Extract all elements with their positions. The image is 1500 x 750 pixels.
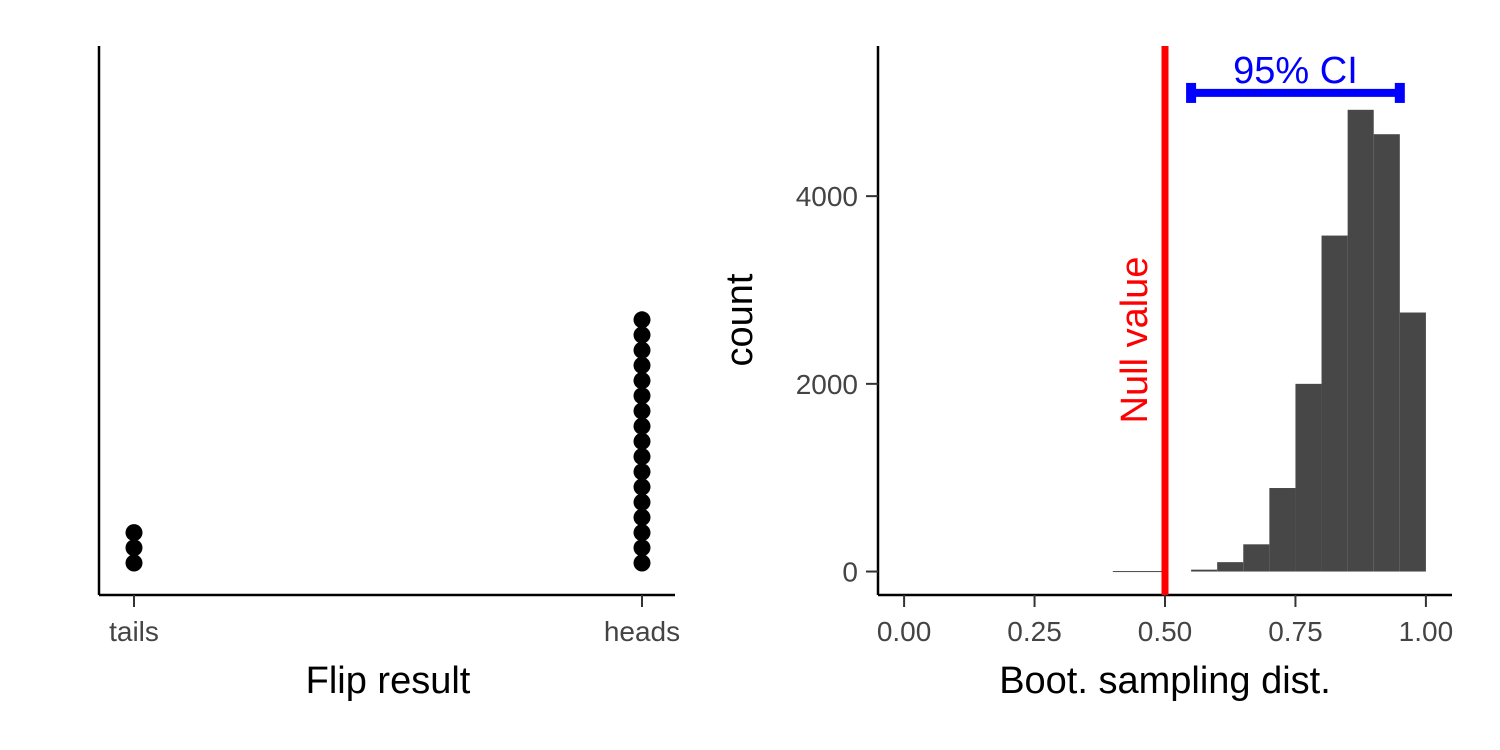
dotplot-x-axis-title: Flip result xyxy=(306,660,471,702)
dot-tails-1 xyxy=(125,554,143,572)
dot-tails-2 xyxy=(125,539,143,557)
histogram-bar-8 xyxy=(1295,383,1322,572)
histogram-bar-7 xyxy=(1269,488,1296,572)
dot-heads-10 xyxy=(633,417,651,435)
histogram-y-ticks: 0 2000 4000 xyxy=(796,181,878,588)
dotplot-points xyxy=(125,311,651,572)
histogram-x-tick-label-1: 0.25 xyxy=(1007,616,1062,647)
dot-heads-6 xyxy=(633,478,651,496)
histogram-x-tick-label-3: 0.75 xyxy=(1268,616,1323,647)
null-value-label: Null value xyxy=(1114,257,1156,424)
histogram-bar-11 xyxy=(1373,134,1400,572)
histogram-bar-1 xyxy=(1112,571,1139,573)
dot-heads-7 xyxy=(633,463,651,481)
dot-heads-5 xyxy=(633,493,651,511)
histogram-bar-6 xyxy=(1243,544,1270,572)
dotplot-x-tick-label-tails: tails xyxy=(109,616,159,647)
dotplot-panel: tails heads Flip result xyxy=(97,46,680,702)
dot-heads-3 xyxy=(633,524,651,542)
histogram-bar-10 xyxy=(1347,109,1374,572)
dot-heads-13 xyxy=(633,372,651,390)
ci-cap-right xyxy=(1394,82,1405,103)
histogram-bar-5 xyxy=(1217,562,1244,572)
confidence-interval: 95% CI xyxy=(1186,50,1405,103)
histogram-bar-12 xyxy=(1399,312,1426,572)
histogram-bar-9 xyxy=(1321,235,1348,572)
dotplot-x-ticks: tails heads xyxy=(109,595,680,647)
histogram-x-tick-label-2: 0.50 xyxy=(1138,616,1193,647)
dotplot-x-tick-label-heads: heads xyxy=(604,616,680,647)
dot-heads-1 xyxy=(633,554,651,572)
dot-heads-15 xyxy=(633,341,651,359)
dot-heads-4 xyxy=(633,508,651,526)
dot-heads-14 xyxy=(633,356,651,374)
histogram-y-tick-label-2: 4000 xyxy=(796,181,858,212)
dot-heads-2 xyxy=(633,539,651,557)
histogram-x-ticks: 0.00 0.25 0.50 0.75 1.00 xyxy=(877,595,1453,647)
histogram-y-axis-title: count xyxy=(719,273,761,366)
histogram-y-tick-label-1: 2000 xyxy=(796,369,858,400)
histogram-bar-2 xyxy=(1138,571,1165,573)
ci-label: 95% CI xyxy=(1233,50,1358,92)
dot-heads-11 xyxy=(633,402,651,420)
dot-heads-17 xyxy=(633,311,651,329)
histogram-x-tick-label-4: 1.00 xyxy=(1399,616,1454,647)
histogram-x-axis-title: Boot. sampling dist. xyxy=(999,660,1331,702)
dot-heads-16 xyxy=(633,326,651,344)
dot-heads-8 xyxy=(633,448,651,466)
histogram-panel: 0.00 0.25 0.50 0.75 1.00 0 2000 4000 Null valu… xyxy=(719,46,1453,702)
histogram-y-tick-label-0: 0 xyxy=(842,557,858,588)
histogram-x-tick-label-0: 0.00 xyxy=(877,616,932,647)
histogram-bar-4 xyxy=(1191,569,1218,572)
histogram-bars xyxy=(1112,109,1426,573)
ci-cap-left xyxy=(1186,82,1197,103)
dot-heads-9 xyxy=(633,432,651,450)
dot-tails-3 xyxy=(125,524,143,542)
dot-heads-12 xyxy=(633,387,651,405)
